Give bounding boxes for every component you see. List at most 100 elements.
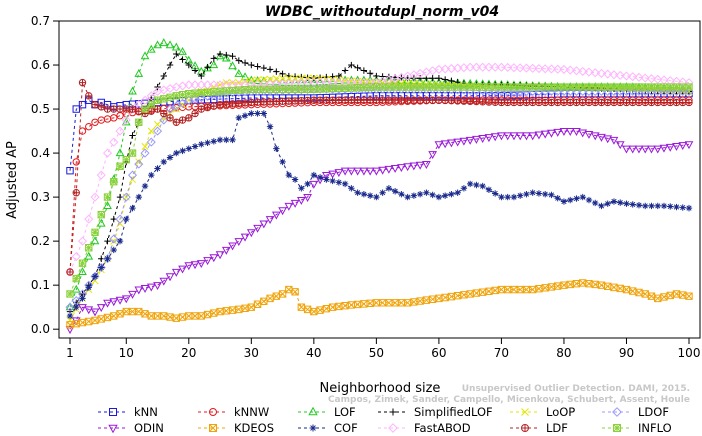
data-point (196, 260, 206, 269)
data-point (616, 284, 624, 293)
data-point (240, 72, 250, 81)
data-point (221, 53, 231, 62)
x-tick-label: 90 (619, 346, 634, 360)
data-point (391, 188, 399, 195)
x-tick-label: 50 (369, 346, 384, 360)
data-point (615, 70, 625, 80)
watermark: Unsupervised Outlier Detection. DAMI, 20… (328, 384, 690, 406)
data-point (472, 97, 481, 106)
data-point (547, 98, 556, 107)
data-point (235, 305, 243, 314)
data-point (284, 202, 294, 211)
data-point (279, 74, 287, 82)
data-point (335, 84, 343, 93)
data-point (528, 98, 537, 107)
data-point (153, 40, 162, 49)
data-point (210, 102, 218, 110)
data-point (84, 251, 94, 260)
data-point (403, 96, 412, 104)
data-point (310, 307, 318, 316)
data-point (540, 130, 550, 139)
data-point (428, 151, 438, 160)
data-point (110, 105, 118, 113)
data-point (390, 164, 400, 173)
legend-swatch (602, 407, 632, 417)
data-point (322, 96, 331, 104)
data-point (103, 299, 112, 308)
data-point (185, 61, 192, 69)
data-point (472, 289, 481, 297)
data-point (309, 424, 317, 432)
data-point (91, 228, 99, 237)
data-point (291, 288, 299, 296)
data-point (591, 98, 599, 107)
data-point (590, 68, 600, 78)
data-point (96, 170, 106, 180)
data-point (96, 218, 106, 227)
data-point (178, 265, 187, 274)
data-point (435, 294, 443, 303)
data-point (447, 83, 456, 91)
data-point (140, 95, 150, 105)
data-point (366, 299, 374, 308)
data-point (610, 83, 618, 91)
data-point (534, 131, 544, 140)
data-point (435, 75, 443, 82)
legend-item-inflo: INFLO (600, 420, 696, 436)
y-tick-label: 0.2 (31, 234, 50, 248)
data-point (546, 64, 556, 74)
data-point (216, 136, 224, 144)
data-point (78, 100, 87, 109)
data-point (667, 203, 674, 210)
legend-item-odin: ODIN (96, 420, 192, 436)
data-point (90, 192, 100, 202)
x-tick-label: 20 (181, 346, 196, 360)
data-point (496, 62, 506, 72)
data-point (335, 302, 343, 311)
data-point (660, 98, 668, 107)
data-point (209, 424, 217, 432)
data-point (648, 202, 655, 210)
data-point (310, 96, 318, 104)
data-point (397, 83, 406, 91)
legend-item-kdeos: KDEOS (196, 420, 292, 436)
data-point (303, 305, 312, 314)
data-point (373, 193, 380, 201)
data-point (428, 66, 438, 76)
data-point (234, 238, 244, 247)
data-point (147, 100, 155, 109)
data-point (590, 132, 600, 141)
data-point (559, 128, 569, 136)
data-point (198, 141, 205, 148)
series-line (69, 88, 689, 308)
data-point (435, 83, 443, 91)
data-point (366, 96, 374, 104)
data-point (629, 83, 637, 91)
data-point (178, 46, 187, 55)
data-point (78, 127, 87, 135)
data-point (172, 92, 180, 100)
series-layer (65, 38, 694, 335)
legend-label: LoOP (546, 405, 576, 419)
data-point (79, 295, 86, 302)
data-point (328, 84, 337, 93)
data-point (478, 135, 488, 143)
y-tick-label: 0.7 (31, 14, 50, 28)
data-point (521, 63, 531, 73)
data-point (91, 118, 99, 126)
data-point (521, 408, 529, 416)
data-point (679, 204, 686, 211)
data-point (385, 83, 393, 91)
data-point (247, 98, 256, 107)
legend-label: COF (334, 421, 358, 435)
data-point (102, 254, 113, 264)
data-point (541, 284, 549, 292)
data-point (253, 300, 262, 308)
data-point (566, 280, 574, 289)
data-point (584, 130, 594, 139)
data-point (372, 167, 381, 176)
data-point (115, 296, 125, 305)
data-point (578, 129, 588, 138)
data-point (428, 295, 437, 303)
data-point (178, 116, 187, 124)
